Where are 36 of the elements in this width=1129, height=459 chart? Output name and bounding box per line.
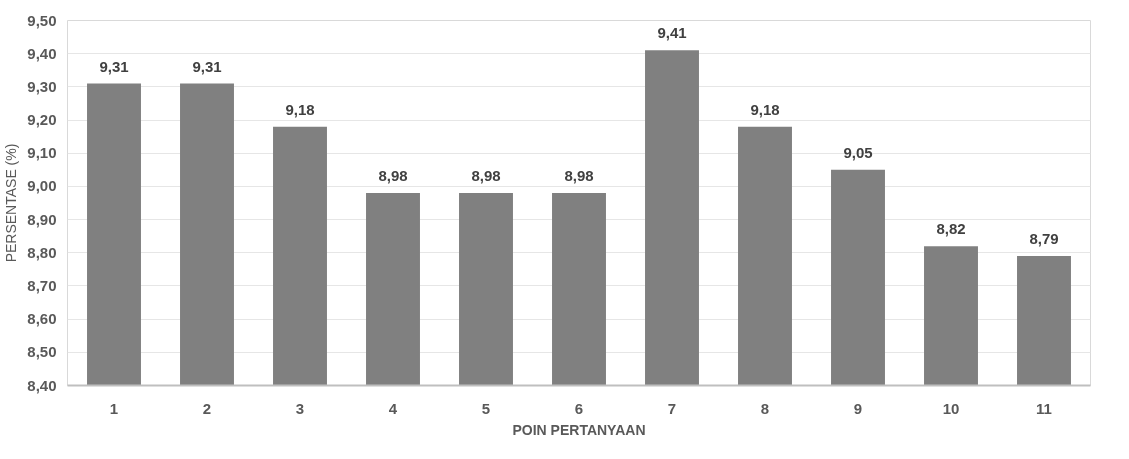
x-axis-title: POIN PERTANYAAN xyxy=(512,421,646,438)
x-tick-label: 8 xyxy=(760,399,770,417)
data-label: 9,41 xyxy=(657,24,687,42)
data-label: 8,98 xyxy=(471,167,501,185)
x-tick-label: 11 xyxy=(1036,399,1052,417)
y-tick-label: 8,50 xyxy=(27,343,57,361)
y-tick-label: 9,40 xyxy=(27,44,57,62)
x-tick-label: 6 xyxy=(574,399,584,417)
y-tick-label: 9,50 xyxy=(27,11,57,29)
data-label: 8,98 xyxy=(378,167,408,185)
x-tick-label: 10 xyxy=(942,399,960,417)
y-tick-label: 8,40 xyxy=(27,376,57,394)
data-label: 9,31 xyxy=(99,57,129,75)
data-label: 9,18 xyxy=(750,100,780,118)
data-label: 8,79 xyxy=(1029,230,1059,248)
data-label: 9,31 xyxy=(192,57,222,75)
x-tick-label: 4 xyxy=(388,399,398,417)
y-tick-label: 9,00 xyxy=(27,177,57,195)
x-tick-label: 1 xyxy=(109,399,119,417)
y-tick-label: 8,80 xyxy=(27,243,57,261)
data-label: 8,98 xyxy=(564,167,594,185)
y-tick-label: 8,70 xyxy=(27,276,57,294)
y-tick-label: 9,10 xyxy=(27,144,57,162)
x-tick-label: 2 xyxy=(202,399,212,417)
x-tick-label: 3 xyxy=(295,399,305,417)
y-tick-label: 9,30 xyxy=(27,77,57,95)
data-label: 9,18 xyxy=(285,100,315,118)
data-label: 9,05 xyxy=(843,143,873,161)
y-tick-label: 8,90 xyxy=(27,210,57,228)
x-tick-label: 7 xyxy=(667,399,677,417)
y-tick-label: 8,60 xyxy=(27,310,57,328)
y-tick-label: 9,20 xyxy=(27,111,57,129)
y-axis-title: PERSENTASE (%) xyxy=(3,143,20,263)
x-tick-label: 5 xyxy=(481,399,491,417)
data-label: 8,82 xyxy=(936,220,966,238)
x-tick-label: 9 xyxy=(853,399,863,417)
